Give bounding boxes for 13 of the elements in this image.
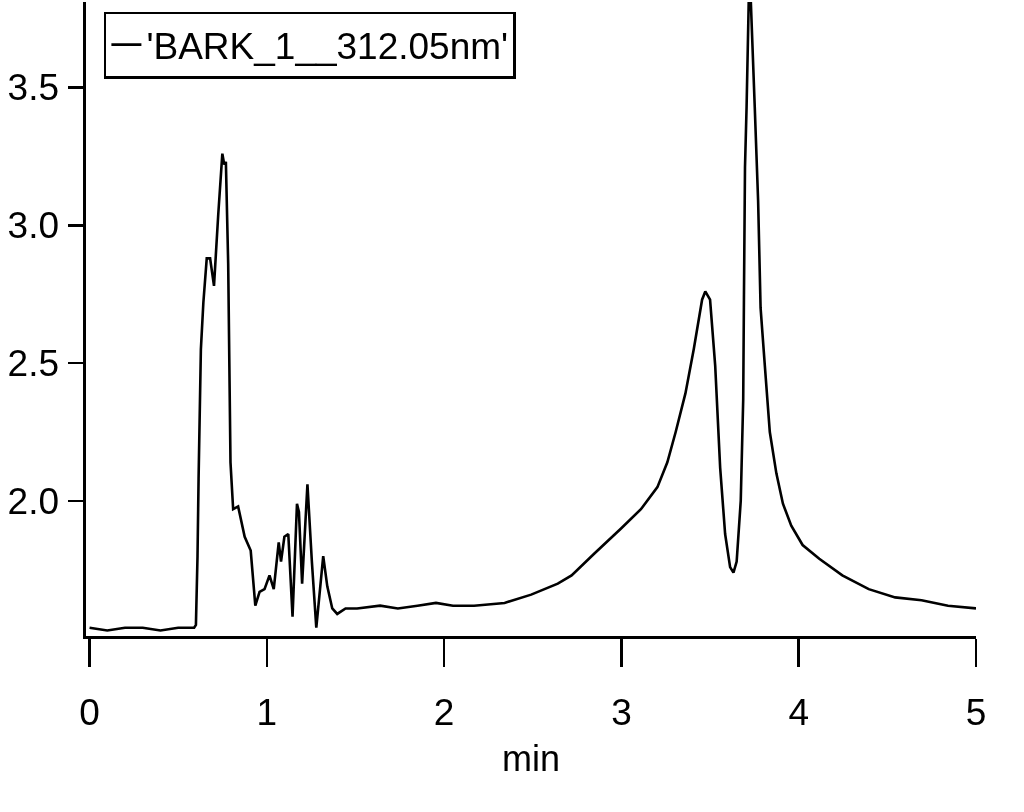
x-tick-label: 0 [79, 692, 100, 733]
y-tick-label: 3.0 [7, 205, 59, 247]
x-axis-title: min [501, 737, 561, 779]
y-tick-label: 3.5 [7, 67, 59, 109]
line-series [88, 2, 976, 632]
x-tick-label: 5 [965, 692, 987, 733]
y-tick-label: 2.0 [7, 480, 59, 522]
x-tick-label: 2 [433, 692, 455, 733]
legend-label: 'BARK_1__312.05nm' [146, 26, 509, 68]
x-tick-label: 1 [256, 692, 278, 733]
y-tick-label: 2.5 [7, 343, 59, 385]
x-tick-label: 3 [611, 692, 632, 733]
x-tick-label: 4 [788, 692, 809, 733]
